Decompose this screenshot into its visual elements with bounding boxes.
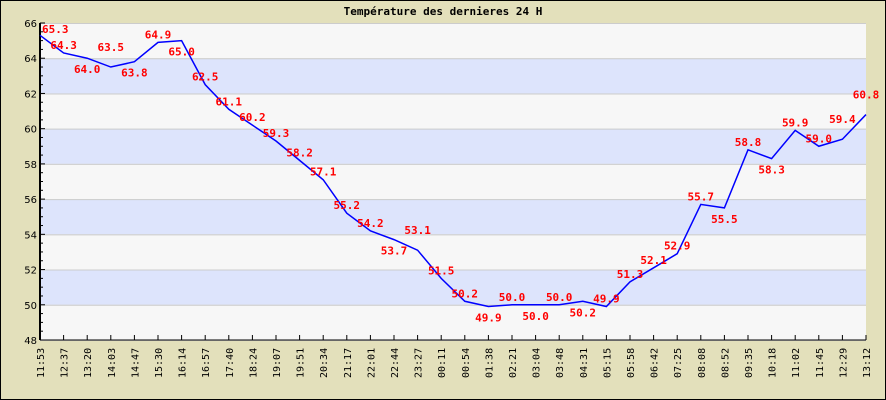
y-tick-label: 60 bbox=[24, 125, 37, 136]
grid-band bbox=[40, 163, 866, 200]
data-label: 65.3 bbox=[42, 23, 69, 36]
grid-band bbox=[40, 199, 866, 235]
series-line bbox=[39, 34, 867, 308]
data-label: 49.9 bbox=[475, 312, 502, 325]
data-label: 65.0 bbox=[168, 46, 195, 59]
data-label: 52.1 bbox=[640, 254, 667, 267]
data-label: 64.9 bbox=[145, 28, 172, 41]
x-tick-label: 15:30 bbox=[154, 348, 165, 378]
x-tick-label: 22:44 bbox=[390, 348, 401, 378]
grid-band bbox=[40, 93, 866, 129]
x-tick-label: 16:57 bbox=[201, 348, 212, 378]
x-tick-label: 11:02 bbox=[791, 348, 802, 378]
x-tick-label: 11:53 bbox=[36, 348, 47, 378]
grid-band bbox=[40, 234, 866, 270]
x-tick-label: 05:58 bbox=[626, 348, 637, 378]
y-tick-label: 64 bbox=[24, 54, 37, 65]
data-label: 55.5 bbox=[711, 213, 738, 226]
x-tick-label: 23:27 bbox=[414, 348, 425, 378]
data-label: 50.0 bbox=[499, 291, 526, 304]
data-label: 50.0 bbox=[522, 310, 549, 323]
x-tick-label: 12:29 bbox=[838, 348, 849, 378]
data-label: 49.9 bbox=[593, 293, 620, 306]
data-label: 50.0 bbox=[546, 291, 573, 304]
x-tick-label: 05:15 bbox=[602, 348, 613, 378]
data-label: 60.2 bbox=[239, 111, 266, 124]
data-label: 50.2 bbox=[570, 306, 597, 319]
y-tick-label: 48 bbox=[24, 336, 37, 347]
x-tick-label: 21:17 bbox=[343, 348, 354, 378]
data-label: 64.3 bbox=[50, 39, 77, 52]
y-tick-label: 66 bbox=[24, 19, 37, 30]
x-tick-label: 03:04 bbox=[532, 348, 543, 378]
data-label: 58.8 bbox=[735, 136, 762, 149]
x-tick-label: 13:12 bbox=[862, 348, 873, 378]
y-tick-label: 58 bbox=[24, 160, 37, 171]
x-tick-label: 18:24 bbox=[248, 348, 259, 378]
data-label: 50.2 bbox=[452, 287, 479, 300]
data-label: 55.2 bbox=[334, 199, 361, 212]
x-tick-label: 13:20 bbox=[83, 348, 94, 378]
data-label: 54.2 bbox=[357, 217, 384, 230]
x-tick-label: 03:48 bbox=[555, 348, 566, 378]
data-label: 58.3 bbox=[758, 164, 785, 177]
grid-band bbox=[40, 304, 866, 340]
data-label: 63.8 bbox=[121, 67, 148, 80]
y-tick-label: 52 bbox=[24, 266, 37, 277]
x-tick-label: 09:35 bbox=[744, 348, 755, 378]
data-label: 59.4 bbox=[829, 113, 856, 126]
grid-band bbox=[40, 58, 866, 94]
data-label: 51.5 bbox=[428, 264, 455, 277]
x-tick-label: 06:42 bbox=[650, 348, 661, 378]
x-tick-label: 19:51 bbox=[296, 348, 307, 378]
data-label: 52.9 bbox=[664, 240, 691, 253]
x-tick-label: 10:18 bbox=[768, 348, 779, 378]
data-label: 60.8 bbox=[853, 89, 880, 102]
y-tick-label: 54 bbox=[24, 230, 37, 241]
chart-title: Température des dernieres 24 H bbox=[343, 5, 543, 18]
y-tick-label: 62 bbox=[24, 89, 37, 100]
x-tick-label: 20:34 bbox=[319, 348, 330, 378]
data-label: 59.3 bbox=[263, 127, 290, 140]
grid-band bbox=[40, 269, 866, 305]
data-label: 64.0 bbox=[74, 63, 101, 76]
data-label: 59.0 bbox=[806, 132, 833, 145]
data-label: 63.5 bbox=[98, 41, 125, 54]
x-tick-label: 07:25 bbox=[673, 348, 684, 378]
y-tick-label: 56 bbox=[24, 195, 37, 206]
x-tick-label: 12:37 bbox=[60, 348, 71, 378]
x-tick-label: 17:40 bbox=[225, 348, 236, 378]
data-label: 62.5 bbox=[192, 71, 219, 84]
grid-band bbox=[40, 128, 866, 164]
x-tick-label: 00:54 bbox=[461, 348, 472, 378]
x-tick-label: 16:14 bbox=[178, 348, 189, 378]
data-label: 55.7 bbox=[688, 190, 715, 203]
x-tick-label: 04:31 bbox=[579, 348, 590, 378]
x-tick-label: 14:47 bbox=[130, 348, 141, 378]
x-tick-label: 02:21 bbox=[508, 348, 519, 378]
x-tick-label: 00:11 bbox=[437, 348, 448, 378]
x-tick-label: 22:01 bbox=[366, 348, 377, 378]
x-tick-label: 19:07 bbox=[272, 348, 283, 378]
data-label: 61.1 bbox=[216, 95, 243, 108]
x-tick-label: 08:52 bbox=[720, 348, 731, 378]
x-tick-label: 08:08 bbox=[697, 348, 708, 378]
x-tick-label: 01:38 bbox=[484, 348, 495, 378]
y-tick-label: 50 bbox=[24, 301, 37, 312]
x-tick-label: 11:45 bbox=[815, 348, 826, 378]
x-tick-label: 14:03 bbox=[107, 348, 118, 378]
data-label: 58.2 bbox=[286, 146, 313, 159]
data-label: 59.9 bbox=[782, 116, 809, 129]
data-label: 51.3 bbox=[617, 268, 644, 281]
data-label: 53.7 bbox=[381, 245, 408, 258]
data-label: 57.1 bbox=[310, 166, 337, 179]
data-label: 53.1 bbox=[404, 224, 431, 237]
